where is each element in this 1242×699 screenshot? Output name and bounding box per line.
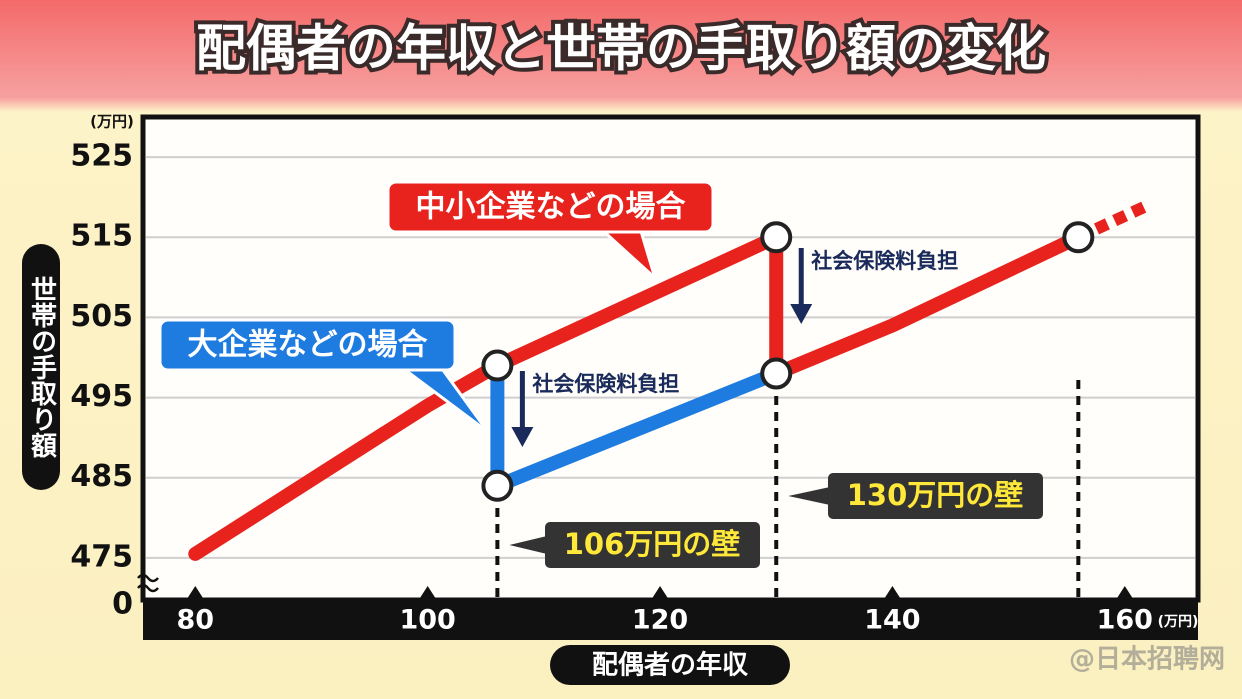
point [760, 221, 793, 254]
y-tick-label: 495 [70, 379, 133, 414]
point [1062, 221, 1095, 254]
chart-title: 配偶者の年収と世帯の手取り額の変化 [196, 20, 1046, 78]
x-tick-mark [1115, 586, 1134, 600]
arrow-head [511, 427, 534, 447]
y-axis-label: 世帯の手取り額 [27, 276, 57, 459]
x-tick-label: 120 [632, 605, 688, 636]
annotation: 社会保険料負担 [810, 249, 958, 273]
wall-pointer [509, 536, 547, 554]
point [481, 469, 514, 502]
x-unit: (万円) [1158, 614, 1199, 630]
x-tick-label: 100 [399, 605, 455, 636]
wall-label: 106万円の壁 [564, 527, 741, 561]
x-tick-mark [883, 586, 902, 600]
x-tick-label: 160 [1097, 605, 1153, 636]
x-tick-label: 140 [864, 605, 920, 636]
point [481, 349, 514, 382]
wall-label: 130万円の壁 [847, 478, 1024, 512]
x-label-pill [550, 645, 790, 685]
x-tick-mark [418, 586, 437, 600]
x-axis-bar [143, 600, 1198, 640]
x-tick-label: 80 [176, 605, 214, 636]
y-tick-label: 475 [70, 539, 133, 574]
y-tick-label: 505 [70, 299, 133, 334]
y-tick-label: 515 [70, 219, 133, 254]
y-origin-label: 0 [112, 587, 133, 622]
x-axis-label: 配偶者の年収 [592, 650, 749, 681]
annotation: 社会保険料負担 [531, 372, 679, 396]
watermark: @日本招聘网 [1069, 645, 1225, 675]
x-tick-mark [186, 586, 205, 600]
y-label-pill [22, 244, 60, 490]
callout-box [158, 318, 457, 372]
wall-pointer [788, 487, 830, 505]
y-tick-label: 525 [70, 139, 133, 174]
callout-box [386, 180, 715, 234]
wall-box [828, 473, 1043, 519]
axis-break [137, 573, 159, 593]
y-tick-label: 485 [70, 459, 133, 494]
y-unit: (万円) [90, 113, 134, 131]
arrow-head [790, 304, 813, 324]
series-label: 中小企業などの場合 [416, 190, 686, 225]
series-label: 大企業などの場合 [188, 328, 428, 363]
x-tick-mark [651, 586, 670, 600]
series-extension [1075, 199, 1151, 243]
point [760, 357, 793, 390]
wall-box [545, 522, 760, 568]
